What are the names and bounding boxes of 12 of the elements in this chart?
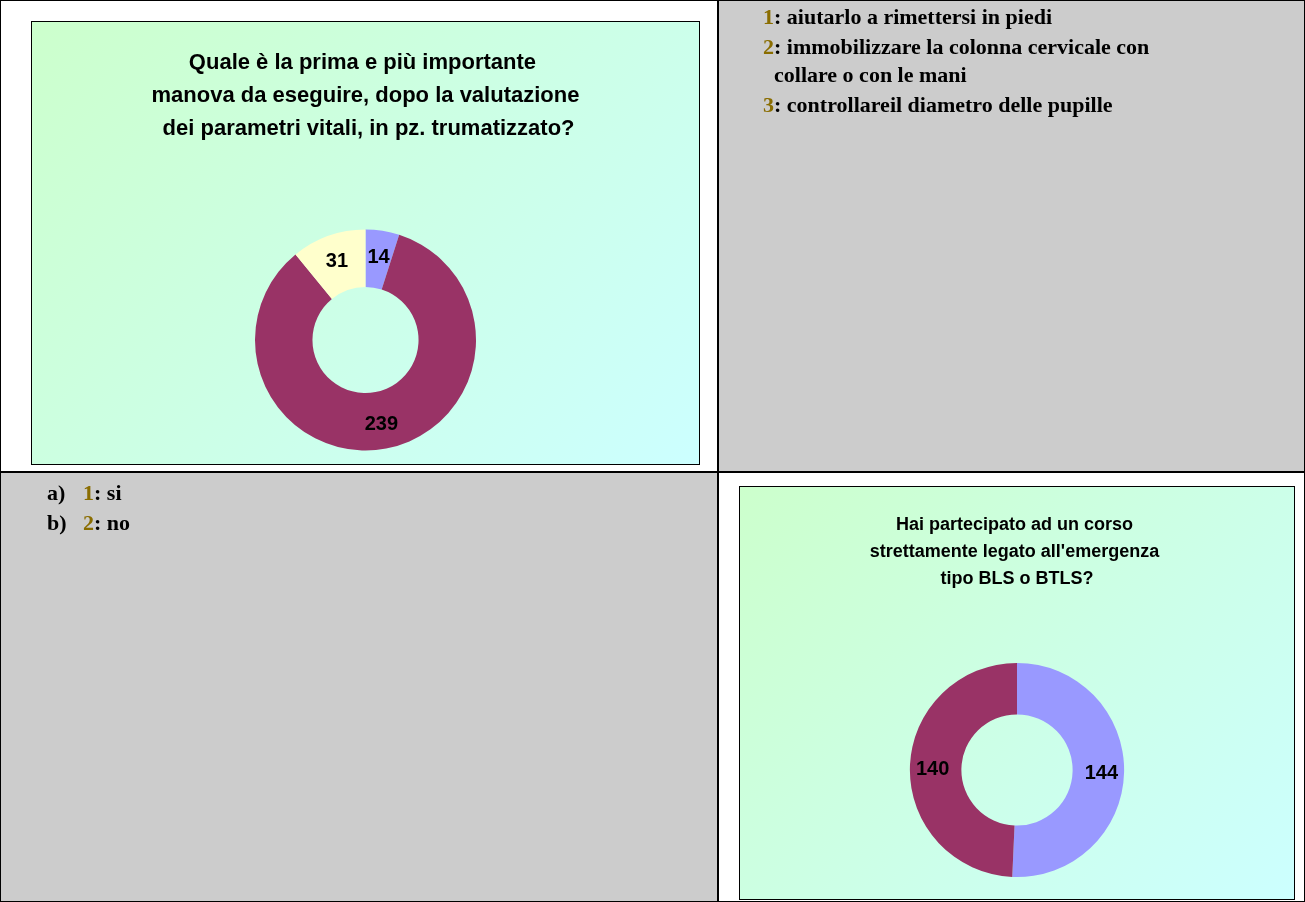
text: 3: controllareil diametro delle pupille	[763, 91, 1113, 119]
data-label: 144	[1084, 760, 1119, 783]
data-label: 239	[364, 412, 399, 435]
chart-title: Hai partecipato ad un corso strettamente legato all'emergenza tipo BLS o BTLS?	[869, 513, 1165, 588]
data-label: 31	[325, 249, 349, 272]
text: 2: immobilizzare la colonna cervicale con collare o con le mani	[763, 33, 1151, 89]
text: a) 1: si	[47, 479, 122, 507]
text: b) 2: no	[47, 509, 131, 537]
data-label: 14	[367, 245, 391, 268]
text: 1: aiutarlo a rimettersi in piedi	[763, 3, 1053, 31]
chart-title: Quale è la prima e più importante manova da eseguire, dopo la valutazione dei parametri vitali, in pz. trumatizzato?	[151, 49, 580, 140]
data-label: 140	[915, 757, 950, 780]
